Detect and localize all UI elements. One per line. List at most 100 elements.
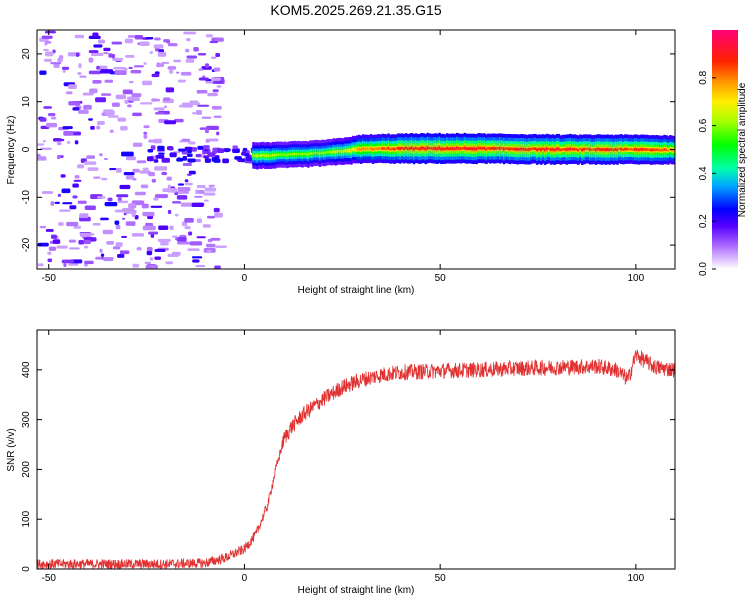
signal-cell <box>397 146 400 150</box>
signal-cell <box>383 147 386 150</box>
noise-speckle <box>50 201 55 206</box>
colorbar-label: Normalized spectral amplitude <box>737 82 748 217</box>
noise-speckle <box>66 221 79 227</box>
signal-cell <box>485 147 488 151</box>
noise-speckle <box>161 171 167 176</box>
noise-speckle <box>144 261 152 264</box>
noise-speckle <box>213 158 221 163</box>
noise-speckle <box>48 113 56 117</box>
noise-speckle <box>184 226 191 230</box>
noise-speckle <box>195 189 199 195</box>
noise-speckle <box>43 58 52 62</box>
signal-cell <box>477 146 480 150</box>
noise-speckle <box>196 109 202 115</box>
signal-cell <box>626 147 629 151</box>
signal-cell <box>522 147 525 151</box>
noise-speckle <box>172 235 178 238</box>
noise-speckle <box>146 251 153 256</box>
noise-speckle <box>169 69 174 74</box>
noise-speckle <box>93 44 103 48</box>
noise-speckle <box>61 259 75 264</box>
signal-cell <box>504 147 508 150</box>
signal-cell <box>498 147 502 150</box>
noise-speckle <box>133 65 144 68</box>
noise-speckle <box>197 104 210 107</box>
signal-cell <box>620 147 623 151</box>
noise-speckle <box>224 148 230 153</box>
noise-speckle <box>111 102 120 107</box>
noise-speckle <box>112 246 121 250</box>
signal-cell <box>402 147 406 151</box>
signal-cell <box>430 147 433 150</box>
noise-speckle <box>60 174 66 178</box>
noise-speckle <box>166 176 172 181</box>
noise-speckle <box>204 199 209 202</box>
noise-speckle <box>146 156 154 162</box>
noise-speckle <box>96 125 101 130</box>
noise-speckle <box>39 70 47 75</box>
snr-series-layer <box>37 348 675 569</box>
signal-cell <box>604 148 608 152</box>
noise-speckle <box>114 70 127 76</box>
noise-speckle <box>132 142 143 147</box>
signal-cell <box>557 147 561 151</box>
signal-cell <box>528 147 531 151</box>
signal-cell <box>293 152 296 156</box>
signal-cell <box>651 148 655 152</box>
signal-cell <box>665 148 668 152</box>
noise-speckle <box>47 258 53 263</box>
noise-speckle <box>192 259 200 263</box>
signal-cell <box>655 148 658 151</box>
signal-cell <box>381 147 384 150</box>
noise-speckle <box>161 61 170 64</box>
noise-speckle <box>245 156 252 162</box>
signal-cell <box>653 148 657 152</box>
signal-cell <box>258 154 261 157</box>
noise-speckle <box>37 143 45 146</box>
noise-speckle <box>151 98 160 102</box>
noise-speckle <box>102 229 113 235</box>
signal-cell <box>612 148 615 152</box>
noise-speckle <box>88 57 94 63</box>
noise-speckle <box>113 66 126 70</box>
signal-cell <box>285 153 289 157</box>
signal-cell <box>375 147 379 151</box>
noise-speckle <box>130 69 142 74</box>
noise-speckle <box>164 120 176 125</box>
signal-cell <box>549 148 553 152</box>
signal-cell <box>408 147 412 150</box>
signal-cell <box>404 146 408 150</box>
noise-speckle <box>116 167 122 173</box>
signal-cell <box>399 147 402 151</box>
signal-cell <box>469 147 473 151</box>
noise-speckle <box>167 209 172 214</box>
noise-speckle <box>186 38 191 42</box>
noise-speckle <box>158 225 169 230</box>
noise-speckle <box>45 51 54 57</box>
signal-cell <box>361 147 365 150</box>
noise-speckle <box>92 222 101 226</box>
signal-cell <box>661 148 664 152</box>
noise-speckle <box>232 148 240 154</box>
signal-cell <box>467 147 471 150</box>
noise-speckle <box>186 173 192 176</box>
noise-speckle <box>146 247 153 252</box>
noise-speckle <box>100 69 114 74</box>
signal-cell <box>316 151 320 155</box>
snr-line <box>37 348 675 569</box>
signal-cell <box>363 147 367 151</box>
noise-speckle <box>212 81 224 84</box>
signal-cell <box>616 148 619 152</box>
signal-cell <box>545 147 549 151</box>
noise-speckle <box>98 39 106 44</box>
signal-cell <box>631 148 635 151</box>
y-tick-label: 300 <box>21 411 32 428</box>
noise-speckle <box>217 148 225 154</box>
colorbar-gradient <box>712 30 738 269</box>
signal-cell <box>483 146 486 150</box>
signal-cell <box>309 152 312 155</box>
signal-cell <box>500 146 504 150</box>
noise-speckle <box>188 231 193 236</box>
noise-speckle <box>215 245 227 248</box>
signal-cell <box>457 146 461 150</box>
